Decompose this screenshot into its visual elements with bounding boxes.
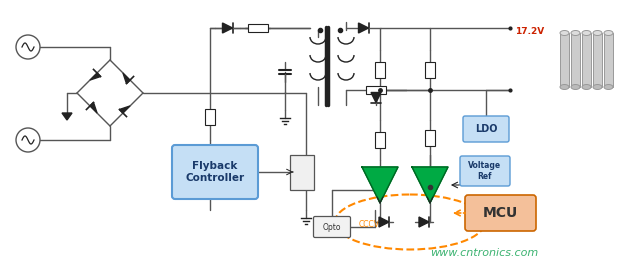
Polygon shape — [119, 106, 130, 113]
Bar — [593, 33, 602, 87]
Ellipse shape — [582, 30, 591, 36]
Polygon shape — [371, 92, 381, 103]
Polygon shape — [419, 217, 429, 227]
Polygon shape — [90, 73, 101, 80]
Ellipse shape — [593, 85, 602, 90]
Bar — [425, 62, 435, 78]
Circle shape — [16, 128, 40, 152]
Ellipse shape — [571, 30, 580, 36]
Ellipse shape — [560, 85, 569, 90]
Ellipse shape — [593, 30, 602, 36]
FancyBboxPatch shape — [460, 156, 510, 186]
FancyBboxPatch shape — [314, 217, 351, 237]
Text: MCU: MCU — [483, 206, 518, 220]
Ellipse shape — [560, 30, 569, 36]
Ellipse shape — [582, 85, 591, 90]
FancyBboxPatch shape — [172, 145, 258, 199]
Bar — [375, 132, 385, 148]
Bar — [290, 155, 314, 190]
Ellipse shape — [571, 85, 580, 90]
Bar — [560, 33, 569, 87]
Bar — [425, 130, 435, 145]
Bar — [375, 62, 385, 78]
Circle shape — [16, 35, 40, 59]
Polygon shape — [123, 73, 130, 83]
Text: Opto: Opto — [322, 223, 341, 232]
FancyBboxPatch shape — [463, 116, 509, 142]
Text: CCCV: CCCV — [359, 220, 380, 229]
Ellipse shape — [604, 30, 613, 36]
Text: Flyback
Controller: Flyback Controller — [186, 161, 244, 183]
Ellipse shape — [604, 85, 613, 90]
Polygon shape — [412, 167, 448, 203]
Polygon shape — [359, 23, 369, 33]
Polygon shape — [90, 103, 97, 113]
Polygon shape — [362, 167, 398, 203]
Polygon shape — [62, 113, 72, 120]
Text: LDO: LDO — [475, 124, 498, 134]
Bar — [248, 24, 268, 32]
Text: Voltage
Ref: Voltage Ref — [469, 161, 501, 181]
Bar — [366, 86, 386, 94]
Text: www.cntronics.com: www.cntronics.com — [430, 248, 538, 258]
Polygon shape — [222, 23, 232, 33]
Bar — [604, 33, 613, 87]
Bar — [571, 33, 580, 87]
FancyBboxPatch shape — [465, 195, 536, 231]
Bar — [205, 108, 215, 125]
Polygon shape — [379, 217, 389, 227]
Text: 17.2V: 17.2V — [515, 28, 544, 37]
Bar — [582, 33, 591, 87]
